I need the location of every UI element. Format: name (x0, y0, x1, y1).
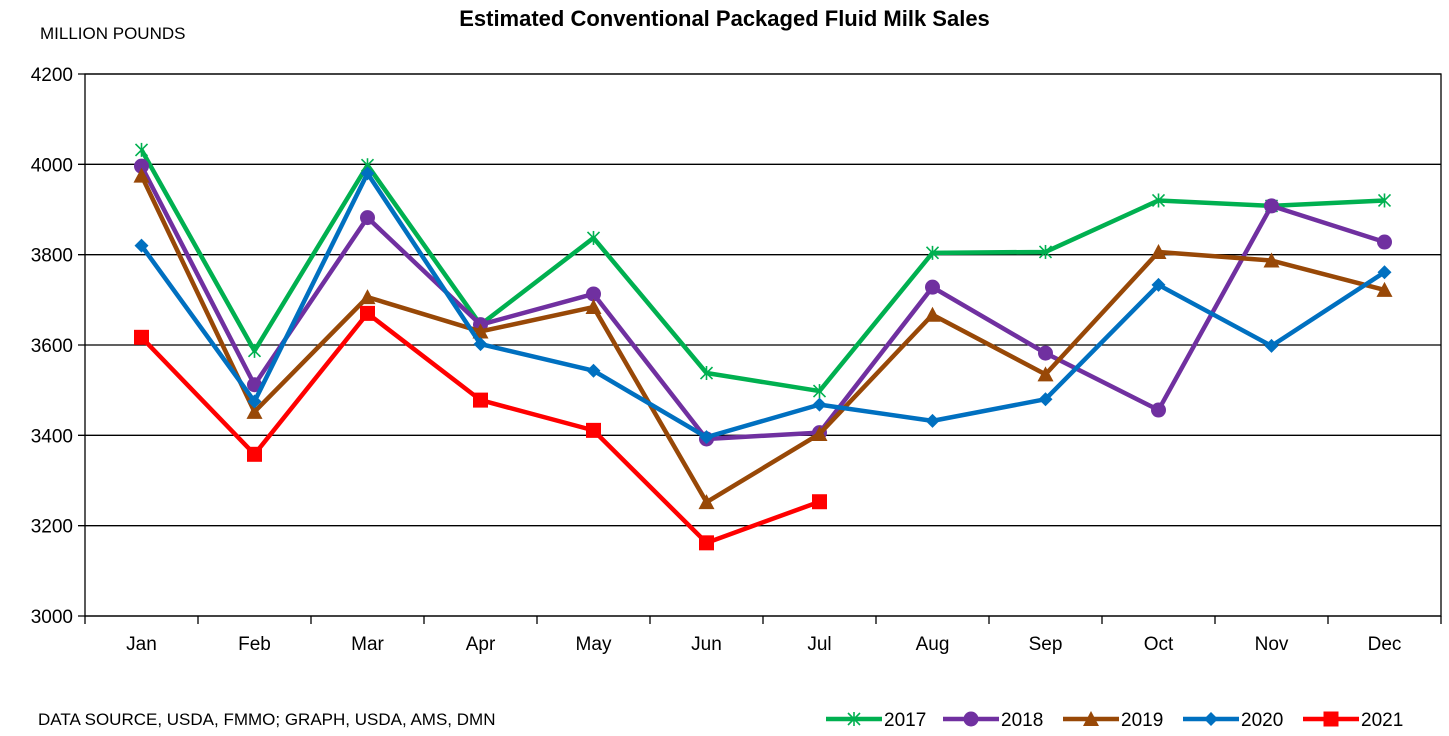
legend-marker-2019 (1083, 711, 1099, 726)
legend-label-2020: 2020 (1241, 710, 1283, 731)
x-tick-label: Oct (1144, 634, 1174, 655)
data-point-2018 (1038, 345, 1053, 361)
data-point-2020 (1377, 265, 1392, 280)
y-tick-label: 3600 (31, 336, 73, 357)
data-point-2021 (247, 446, 262, 462)
y-tick-label: 3800 (31, 246, 73, 267)
data-point-2021 (699, 535, 714, 551)
data-point-2017 (247, 343, 262, 358)
data-point-2017 (1151, 193, 1166, 208)
legend-marker-2020 (1204, 712, 1218, 726)
data-point-2019 (1037, 366, 1054, 382)
data-source-note: DATA SOURCE, USDA, FMMO; GRAPH, USDA, AM… (38, 710, 496, 729)
x-tick-label: Sep (1029, 634, 1063, 655)
data-point-2021 (134, 329, 149, 345)
legend-label-2021: 2021 (1361, 710, 1403, 731)
y-tick-label: 3400 (31, 426, 73, 447)
data-point-2017 (134, 142, 149, 157)
data-point-2019 (698, 494, 715, 510)
legend-label-2019: 2019 (1121, 710, 1163, 731)
series-line-2019 (139, 174, 1386, 505)
x-tick-label: May (576, 634, 612, 655)
x-tick-label: Jun (691, 634, 722, 655)
x-tick-label: Aug (916, 634, 950, 655)
data-point-2019 (246, 403, 263, 419)
series-line-2017 (139, 148, 1385, 394)
y-tick-label: 3000 (31, 607, 73, 628)
data-point-2020 (247, 394, 262, 409)
data-point-2020 (925, 413, 940, 428)
x-tick-label: Mar (351, 634, 384, 655)
data-point-2020 (586, 363, 601, 378)
data-point-2018 (1151, 402, 1166, 418)
data-point-2020 (1151, 277, 1166, 292)
series-line-2020 (139, 171, 1386, 440)
series-line-2018 (139, 165, 1386, 442)
y-tick-label: 4000 (31, 155, 73, 176)
data-point-2021 (586, 422, 601, 438)
data-point-2018 (1377, 234, 1392, 250)
data-point-2018 (586, 286, 601, 302)
data-point-2018 (1264, 198, 1279, 214)
data-point-2018 (134, 158, 149, 174)
data-point-2019 (811, 425, 828, 441)
data-point-2017 (925, 245, 940, 260)
data-point-2020 (473, 337, 488, 352)
x-tick-label: Feb (238, 634, 271, 655)
data-point-2019 (1263, 252, 1280, 268)
y-tick-label: 4200 (31, 65, 73, 86)
data-point-2021 (473, 392, 488, 408)
data-point-2020 (812, 397, 827, 412)
legend-marker-2018 (963, 711, 979, 727)
data-point-2019 (1150, 243, 1167, 259)
data-point-2017 (699, 366, 714, 381)
legend-label-2018: 2018 (1001, 710, 1043, 731)
data-point-2021 (360, 305, 375, 321)
data-point-2019 (133, 167, 150, 183)
chart-title: Estimated Conventional Packaged Fluid Mi… (459, 6, 990, 31)
legend-marker-2017 (847, 712, 861, 726)
data-point-2017 (1038, 244, 1053, 259)
data-point-2020 (360, 166, 375, 181)
x-tick-label: Dec (1368, 634, 1402, 655)
y-axis-unit-label: MILLION POUNDS (40, 24, 186, 43)
data-point-2020 (699, 430, 714, 445)
x-tick-label: Jul (807, 634, 831, 655)
data-point-2021 (812, 494, 827, 510)
data-point-2020 (1264, 338, 1279, 353)
data-point-2018 (360, 210, 375, 226)
data-point-2017 (586, 230, 601, 245)
x-tick-label: Jan (126, 634, 157, 655)
legend-marker-2021 (1323, 711, 1339, 727)
data-point-2020 (134, 238, 149, 253)
data-point-2018 (925, 279, 940, 295)
x-tick-label: Nov (1255, 634, 1289, 655)
data-point-2019 (585, 299, 602, 315)
data-point-2019 (359, 289, 376, 305)
data-point-2018 (247, 377, 262, 393)
legend-label-2017: 2017 (884, 710, 926, 731)
data-point-2017 (1377, 193, 1392, 208)
data-point-2019 (1376, 281, 1393, 297)
y-tick-label: 3200 (31, 517, 73, 538)
x-tick-label: Apr (466, 634, 496, 655)
data-point-2017 (812, 384, 827, 399)
data-point-2019 (924, 306, 941, 322)
data-point-2020 (1038, 392, 1053, 407)
